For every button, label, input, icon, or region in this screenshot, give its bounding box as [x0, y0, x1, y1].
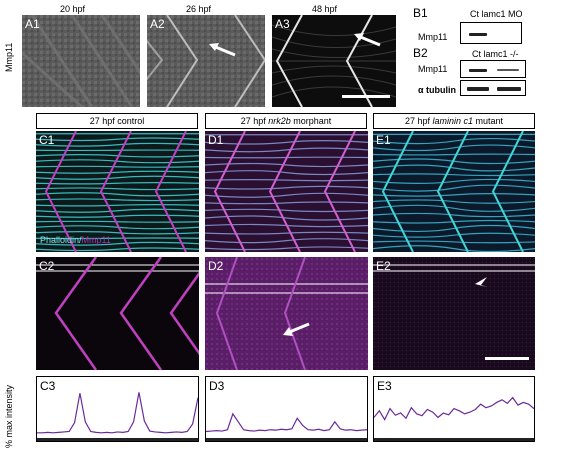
b2-protein-label-1: Mmp11	[418, 64, 448, 74]
plot-d3: D3	[205, 376, 368, 442]
plot-e3: E3	[373, 376, 535, 442]
arrowhead-icon	[475, 277, 487, 287]
panel-label-c3: C3	[40, 379, 56, 393]
micrograph-e2: E2	[373, 257, 535, 370]
plot-c3: C3	[36, 376, 199, 442]
intensity-trace	[37, 392, 198, 434]
panel-label-e1: E1	[376, 133, 391, 147]
baseline-strip	[206, 438, 367, 441]
column-header-nrk2b: 27 hpf nrk2b morphant	[205, 113, 367, 129]
panel-label-a3: A3	[275, 17, 290, 31]
baseline-strip	[37, 438, 198, 441]
panel-label-b2: B2	[413, 46, 428, 60]
arrow-icon	[283, 322, 310, 336]
band-b2-ct	[469, 69, 487, 72]
panel-label-b1: B1	[413, 6, 428, 20]
band-b2-mut	[497, 69, 519, 71]
panel-label-d1: D1	[208, 133, 224, 147]
blot-b2-tubulin	[460, 80, 526, 96]
column-header-lamc1: 27 hpf laminin c1 mutant	[373, 113, 535, 129]
scale-bar	[485, 357, 529, 360]
micrograph-e1: E1	[373, 131, 535, 252]
stage-label-48hpf: 48 hpf	[312, 4, 338, 14]
micrograph-a3: A3	[272, 15, 396, 107]
panel-label-a1: A1	[25, 17, 40, 31]
intensity-axis-label: % max intensity	[4, 384, 14, 448]
panel-label-d2: D2	[208, 259, 224, 273]
panel-label-c2: C2	[39, 259, 55, 273]
arrow-icon	[209, 43, 236, 57]
panel-label-e2: E2	[376, 259, 391, 273]
panel-label-c1: C1	[39, 133, 55, 147]
stage-label-26hpf: 26 hpf	[186, 4, 212, 14]
intensity-trace	[374, 396, 534, 421]
panel-label-d3: D3	[209, 379, 225, 393]
blot-b2-mmp11	[460, 60, 526, 78]
blot-b1	[460, 22, 522, 44]
panel-label-e3: E3	[377, 379, 392, 393]
micrograph-a1: A1	[22, 15, 140, 107]
micrograph-d2: D2	[205, 257, 368, 370]
baseline-strip	[374, 438, 534, 441]
arrow-icon	[354, 33, 381, 47]
stage-label-20hpf: 20 hpf	[60, 4, 86, 14]
scale-bar	[342, 95, 390, 98]
y-axis-label-mmp11: Mmp11	[4, 42, 14, 72]
band-b2-tub-ct	[467, 87, 489, 91]
intensity-trace	[206, 412, 367, 433]
band-b2-tub-mut	[497, 87, 521, 91]
micrograph-d1: D1	[205, 131, 368, 252]
column-header-control: 27 hpf control	[36, 113, 198, 129]
b2-lane-labels: Ct lamc1 -/-	[472, 49, 519, 59]
band-b1-ct	[469, 33, 487, 36]
stain-legend: Phalloidin/Mmp11	[40, 235, 111, 245]
b1-protein-label: Mmp11	[418, 32, 448, 42]
micrograph-c1: C1 Phalloidin/Mmp11	[36, 131, 199, 252]
b2-protein-label-2: α tubulin	[418, 85, 457, 95]
b1-lane-labels: Ct lamc1 MO	[470, 9, 523, 19]
micrograph-a2: A2	[147, 15, 265, 107]
panel-label-a2: A2	[150, 17, 165, 31]
micrograph-c2: C2	[36, 257, 199, 370]
